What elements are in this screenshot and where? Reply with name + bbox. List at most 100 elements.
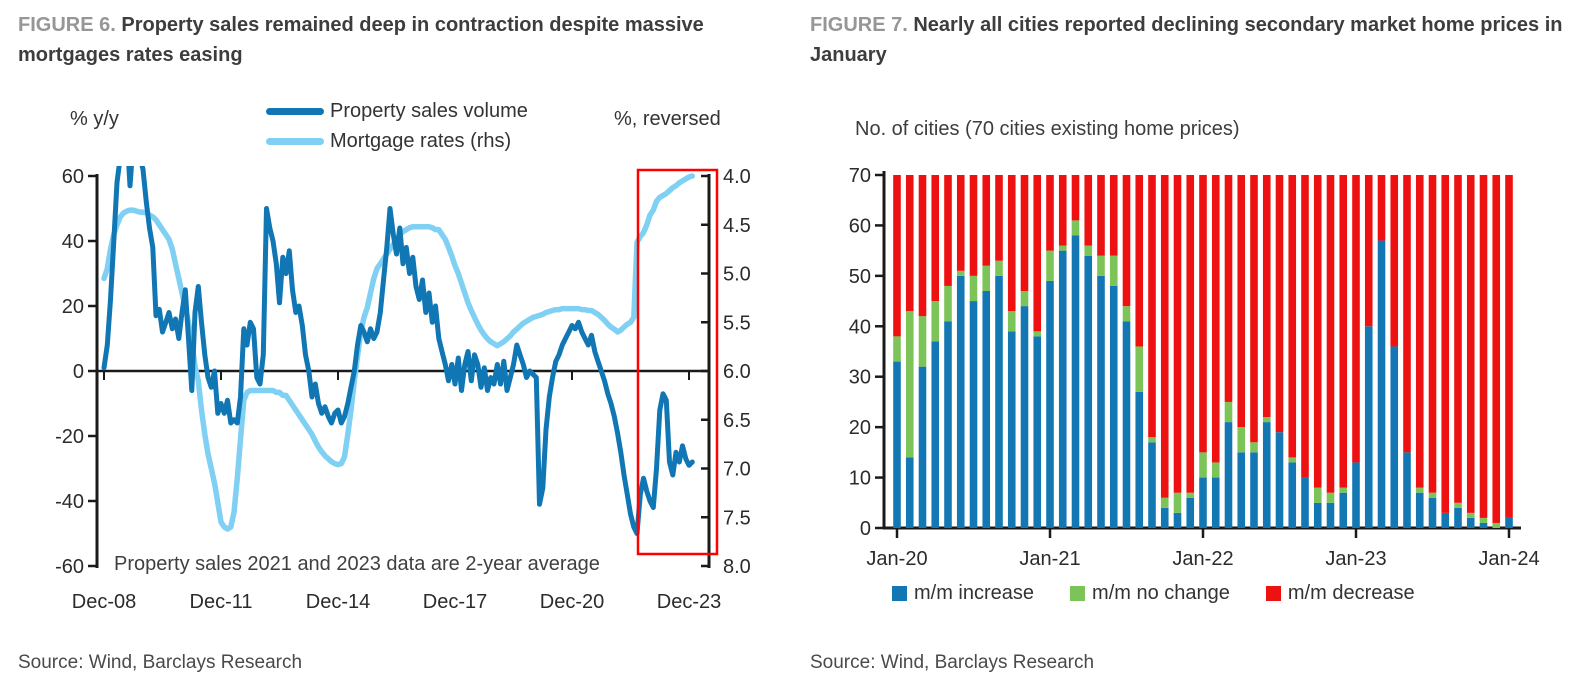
bar-segment-no-change [944,285,952,322]
bar-segment-no-change [1109,255,1118,286]
bar-segment-decrease [931,175,940,302]
figure6-title: FIGURE 6. Property sales remained deep i… [18,10,750,70]
bar-segment-decrease [1364,175,1373,327]
bar-segment-decrease [982,175,991,266]
legend-item-mm-increase: m/m increase [892,582,1034,605]
bar-segment-decrease [1403,175,1411,453]
bar-segment-decrease [1505,175,1513,518]
recent-period-highlight-box [636,168,719,556]
bar-segment-increase [1326,502,1335,528]
left-y-tick-label: -40 [55,491,84,513]
bar-segment-decrease [1084,175,1093,246]
x-tick-label: Dec-23 [657,591,721,613]
figure7-stacked-bar-chart: 0 10 20 30 40 50 60 70 Jan-20 Jan-21 Jan-22 Jan-23 J… [849,165,1540,570]
bar-segment-decrease [1237,175,1246,428]
bar-segment-decrease [995,175,1003,261]
bar-segment-decrease [1109,175,1118,256]
bar-segment-decrease [1058,175,1067,246]
bar-segment-decrease [1428,175,1437,493]
y-tick-label: 60 [849,215,871,237]
legend-item-mm-no-change: m/m no change [1070,582,1230,605]
bar-segment-decrease [1441,175,1450,513]
left-y-tick-label: 60 [62,166,84,188]
bar-segment-decrease [905,175,914,312]
bar-segment-decrease [1262,175,1271,418]
bar-segment-decrease [1415,175,1424,488]
bar-segment-increase [1377,240,1386,528]
bar-segment-decrease [1135,175,1144,347]
legend-item-mortgage-rates: Mortgage rates (rhs) [266,130,528,153]
y-tick-label: 40 [849,316,871,338]
bar-segment-no-change [905,311,914,458]
bar-segment-increase [1352,462,1360,528]
bar-segment-decrease [1288,175,1297,458]
bar-segment-decrease [1122,175,1131,307]
bar-segment-no-change [1084,245,1093,256]
bar-segment-no-change [1186,492,1195,498]
bar-segment-no-change [1173,492,1182,513]
left-y-tick-label: -20 [55,426,84,448]
bar-segment-no-change [1339,487,1348,493]
bar-segment-decrease [1352,175,1360,463]
bar-segment-no-change [1033,331,1042,337]
bar-segment-increase [1275,432,1284,528]
figure6-line-chart: 60 40 20 0 -20 -40 -60 4.0 4.5 5.0 5.5 6.0 6.5 7.0 7.5… [55,166,751,613]
bar-segment-no-change [995,260,1003,276]
right-y-tick-label: 7.5 [723,507,751,529]
bar-segment-increase [1122,321,1131,528]
legend-label-mortgage-rates: Mortgage rates (rhs) [330,130,512,152]
left-y-tick-label: 0 [73,361,84,383]
y-tick-label: 10 [849,468,871,490]
bar-segment-decrease [956,175,965,271]
left-y-tick-label: 40 [62,231,84,253]
bar-segment-increase [1262,422,1271,528]
x-tick-label: Dec-17 [423,591,487,613]
bar-segment-no-change [893,336,901,362]
property-sales-line-swatch [266,108,324,115]
right-y-tick-label: 6.0 [723,361,751,383]
bar-segment-decrease [944,175,952,286]
bar-segment-increase [944,321,952,528]
bar-segment-increase [982,290,991,528]
bar-segment-no-change [1224,401,1233,423]
x-tick-label: Dec-08 [72,591,136,613]
bar-segment-increase [931,341,940,528]
figure7-legend: m/m increase m/m no change m/m decrease [892,582,1415,605]
bar-segment-no-change [1288,457,1297,463]
bar-segment-decrease [1097,175,1105,256]
bar-segment-increase [893,361,901,528]
bar-segment-decrease [893,175,901,337]
bar-segment-increase [1160,507,1169,528]
bar-segment-no-change [1160,497,1169,508]
bar-segment-increase [1466,517,1475,528]
bar-segment-increase [1415,492,1424,528]
legend-label-property-sales-volume: Property sales volume [330,100,528,122]
bar-segment-no-change [1313,487,1322,503]
bar-segment-no-change [1135,346,1144,392]
legend-label-mm-increase: m/m increase [914,582,1035,604]
bar-segment-no-change [1020,290,1029,307]
figure7-subtitle: No. of cities (70 cities existing home p… [855,118,1240,140]
property-sales-line-group [101,166,695,536]
bar-segment-decrease [1020,175,1029,291]
figure6-axes: 60 40 20 0 -20 -40 -60 4.0 4.5 5.0 5.5 6.0 6.5 7.0 7.5… [55,166,751,613]
figure6-left-axis-unit: % y/y [70,108,119,130]
bar-segment-increase [1097,275,1105,528]
bar-segment-no-change [969,275,978,302]
bar-segment-increase [1454,507,1462,528]
bar-segment-increase [1339,492,1348,528]
bar-segment-increase [1007,331,1016,528]
bar-segment-increase [918,366,927,528]
bar-segment-no-change [1415,487,1424,493]
bar-segment-increase [1058,250,1067,528]
right-y-tick-label: 7.0 [723,459,751,481]
legend-item-mm-decrease: m/m decrease [1265,582,1415,605]
bar-segment-no-change [1466,512,1475,518]
bar-segment-no-change [1492,522,1501,528]
bar-segment-decrease [1492,175,1501,523]
right-y-tick-label: 4.5 [723,215,751,237]
bar-segment-no-change [1148,437,1156,443]
bar-segment-no-change [1428,492,1437,498]
x-tick-label: Jan-20 [866,548,927,570]
